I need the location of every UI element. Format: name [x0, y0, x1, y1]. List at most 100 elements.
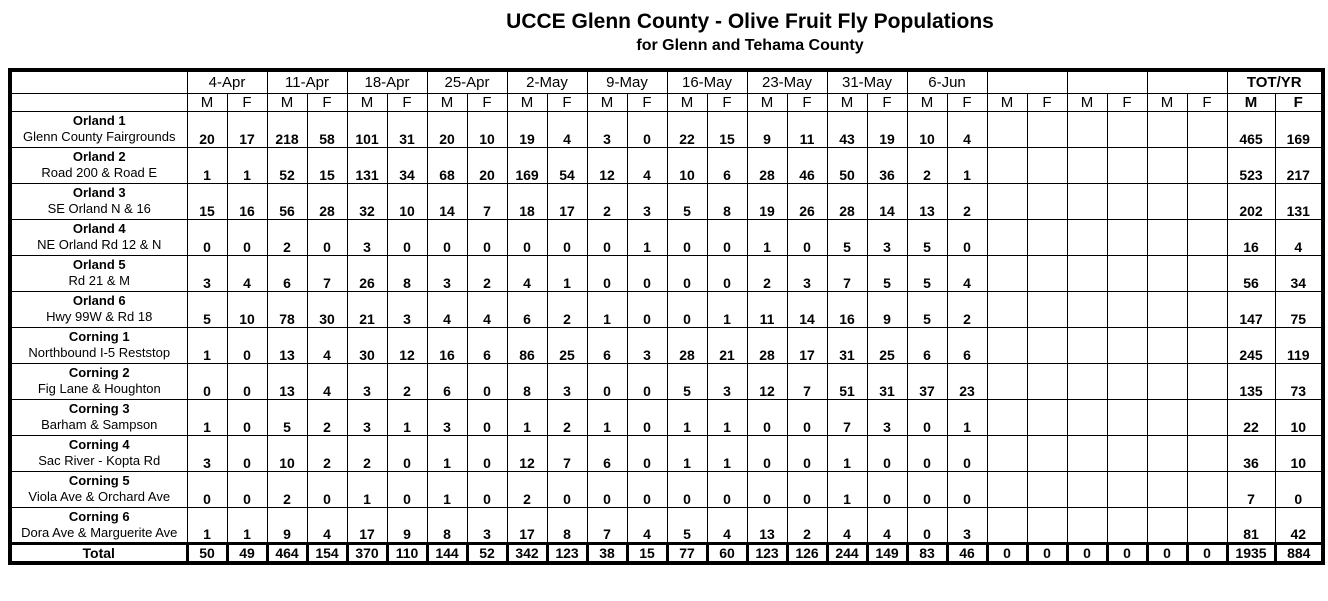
tot-male-cell: 7: [1226, 470, 1276, 508]
count-cell: 9: [746, 110, 788, 148]
date-header: 11-Apr: [266, 69, 348, 94]
count-cell: 52: [266, 146, 308, 184]
count-cell: [1186, 218, 1228, 256]
female-header: F: [706, 92, 748, 112]
female-header: F: [1106, 92, 1148, 112]
count-cell: 31: [826, 326, 868, 364]
table-row: Orland 5 Rd 21 & M 3 4 6 7 26 8 3 2 4 1 0 0 0 0 2 3 7 5 5 4 56…: [9, 254, 1324, 292]
site-name: Orland 4: [72, 221, 126, 236]
count-cell: [1146, 326, 1188, 364]
count-cell: 68: [426, 146, 468, 184]
count-cell: 5: [906, 254, 948, 292]
count-cell: 0: [946, 434, 988, 472]
count-cell: 0: [946, 470, 988, 508]
count-cell: 4: [946, 110, 988, 148]
tot-male-cell: 16: [1226, 218, 1276, 256]
count-cell: 5: [826, 218, 868, 256]
count-cell: 1: [226, 506, 268, 544]
count-cell: 0: [866, 434, 908, 472]
count-cell: 9: [866, 290, 908, 328]
count-cell: [1066, 398, 1108, 436]
tot-female-header: F: [1274, 92, 1324, 112]
empty-date-header: [986, 69, 1068, 94]
count-cell: 7: [306, 254, 348, 292]
count-cell: 1: [946, 146, 988, 184]
count-cell: [1146, 290, 1188, 328]
empty-date-header: [1066, 69, 1148, 94]
count-cell: 0: [626, 398, 668, 436]
tot-female-cell: 4: [1274, 218, 1324, 256]
count-cell: 0: [946, 218, 988, 256]
count-cell: 3: [706, 362, 748, 400]
count-cell: [1106, 470, 1148, 508]
site-cell: Orland 4 NE Orland Rd 12 & N: [9, 218, 188, 256]
count-cell: [1026, 218, 1068, 256]
count-cell: 3: [866, 398, 908, 436]
count-cell: 4: [946, 254, 988, 292]
site-location: NE Orland Rd 12 & N: [37, 237, 162, 252]
count-cell: 13: [266, 362, 308, 400]
total-count-cell: 154: [305, 541, 349, 564]
count-cell: 2: [586, 182, 628, 220]
count-cell: 8: [386, 254, 428, 292]
corner-cell-2: [9, 92, 188, 112]
tot-female-cell: 10: [1274, 398, 1324, 436]
table-body: Orland 1 Glenn County Fairgrounds 20 17 218 5…: [8, 110, 1325, 564]
count-cell: 17: [786, 326, 828, 364]
count-cell: 4: [626, 146, 668, 184]
count-cell: [1066, 110, 1108, 148]
count-cell: 0: [666, 470, 708, 508]
count-cell: 28: [826, 182, 868, 220]
count-cell: [1186, 470, 1228, 508]
count-cell: 1: [706, 398, 748, 436]
count-cell: 22: [666, 110, 708, 148]
count-cell: 3: [866, 218, 908, 256]
tot-male-cell: 22: [1226, 398, 1276, 436]
site-name: Orland 3: [72, 185, 126, 200]
count-cell: 12: [506, 434, 548, 472]
count-cell: [1026, 146, 1068, 184]
count-cell: 46: [786, 146, 828, 184]
count-cell: 20: [426, 110, 468, 148]
female-header: F: [466, 92, 508, 112]
count-cell: [1026, 506, 1068, 544]
site-cell: Orland 2 Road 200 & Road E: [9, 146, 188, 184]
total-count-cell: 123: [745, 541, 789, 564]
total-count-cell: 0: [1065, 541, 1109, 564]
table-row: Orland 6 Hwy 99W & Rd 18 5 10 78 30 21 3 4 4 6 2 1 0 0…: [9, 290, 1324, 328]
count-cell: [1106, 110, 1148, 148]
count-cell: 3: [346, 398, 388, 436]
count-cell: 13: [906, 182, 948, 220]
count-cell: 0: [706, 254, 748, 292]
total-count-cell: 52: [465, 541, 509, 564]
tot-male-cell: 523: [1226, 146, 1276, 184]
count-cell: 3: [426, 254, 468, 292]
female-header: F: [546, 92, 588, 112]
count-cell: [1146, 362, 1188, 400]
total-count-cell: 126: [785, 541, 829, 564]
count-cell: [986, 362, 1028, 400]
site-name: Orland 2: [72, 149, 126, 164]
count-cell: 2: [266, 470, 308, 508]
total-count-cell: 370: [345, 541, 389, 564]
count-cell: 7: [826, 254, 868, 292]
count-cell: 19: [866, 110, 908, 148]
site-cell: Corning 2 Fig Lane & Houghton: [9, 362, 188, 400]
date-header: 18-Apr: [346, 69, 428, 94]
count-cell: 1: [586, 290, 628, 328]
tot-female-cell: 0: [1274, 470, 1324, 508]
count-cell: 0: [786, 434, 828, 472]
count-cell: [1186, 290, 1228, 328]
tot-male-header: M: [1226, 92, 1276, 112]
site-name: Corning 5: [68, 473, 130, 488]
tot-female-cell: 169: [1274, 110, 1324, 148]
count-cell: 3: [346, 218, 388, 256]
count-cell: 3: [186, 434, 228, 472]
count-cell: 19: [746, 182, 788, 220]
count-cell: 131: [346, 146, 388, 184]
count-cell: 6: [426, 362, 468, 400]
count-cell: 4: [626, 506, 668, 544]
count-cell: 6: [946, 326, 988, 364]
count-cell: [1066, 506, 1108, 544]
